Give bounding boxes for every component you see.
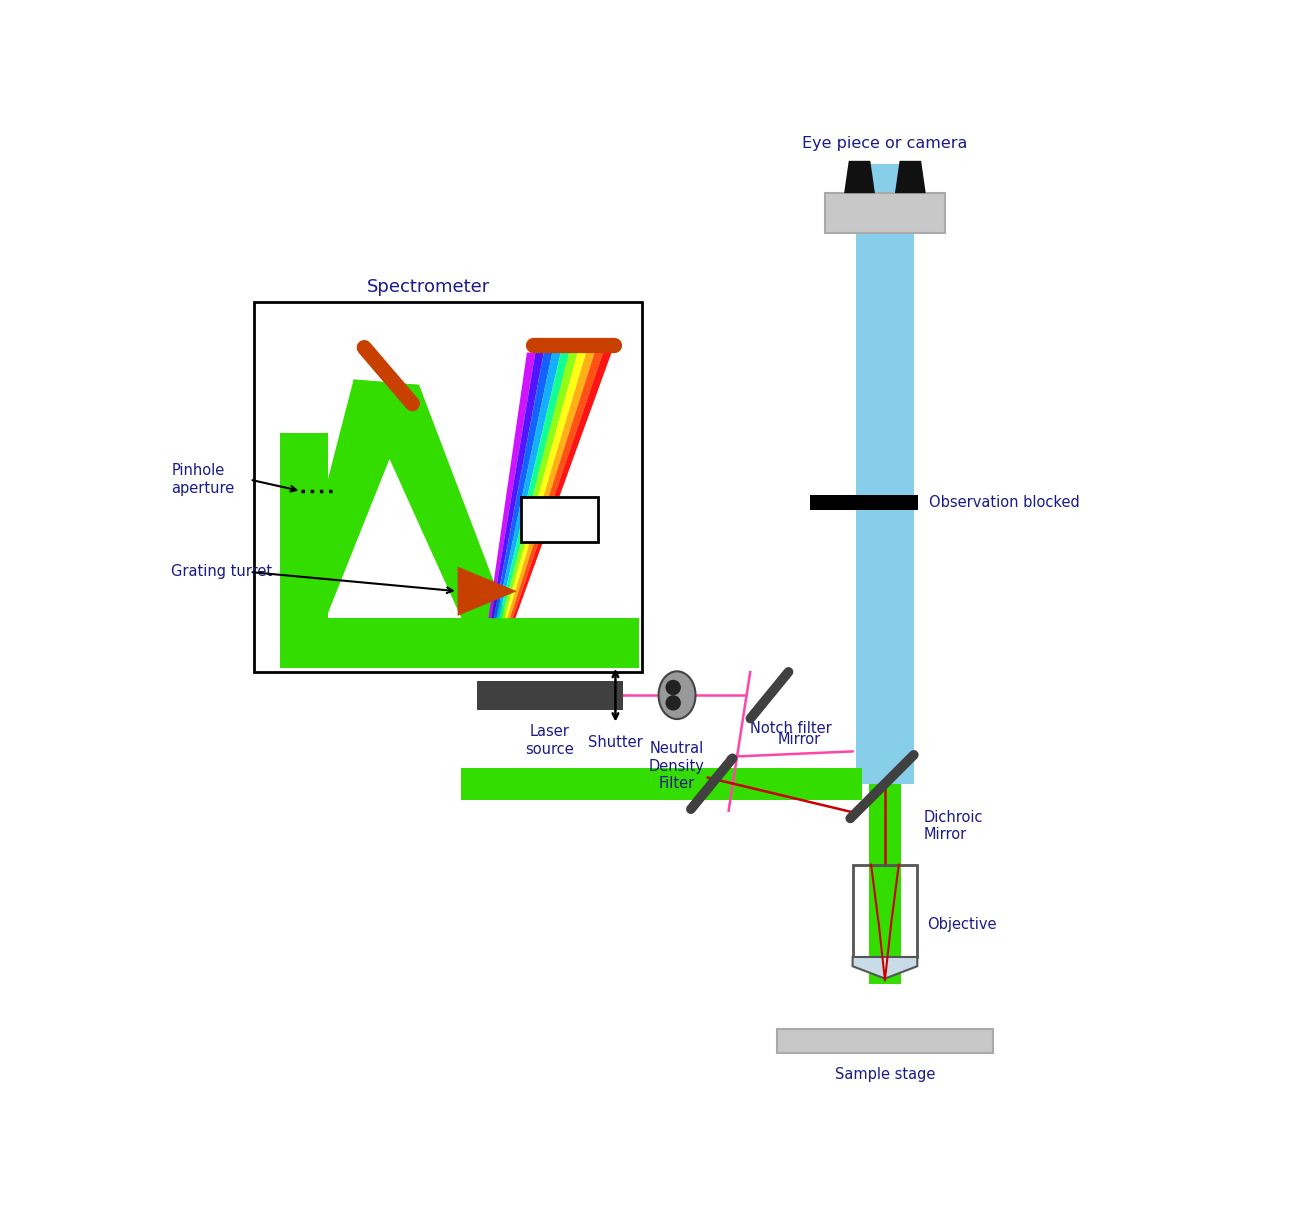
Circle shape — [665, 696, 681, 710]
Text: Objective: Objective — [928, 917, 996, 932]
Bar — [810, 495, 917, 511]
Circle shape — [665, 680, 681, 696]
Polygon shape — [844, 161, 875, 193]
Bar — [281, 433, 329, 618]
Polygon shape — [458, 566, 516, 616]
Text: Eye piece or camera: Eye piece or camera — [802, 135, 968, 151]
Polygon shape — [292, 379, 419, 618]
Text: Notch filter: Notch filter — [751, 721, 832, 736]
Bar — [868, 784, 901, 984]
Polygon shape — [497, 352, 560, 618]
Bar — [778, 1029, 992, 1054]
Polygon shape — [499, 352, 569, 618]
Polygon shape — [512, 352, 612, 618]
Text: CCD: CCD — [542, 512, 576, 527]
Polygon shape — [853, 956, 917, 979]
Polygon shape — [494, 352, 553, 618]
Bar — [462, 768, 862, 800]
Text: Grating turret: Grating turret — [171, 565, 272, 580]
Bar — [476, 681, 624, 710]
Text: Mirror: Mirror — [778, 732, 820, 747]
Text: Laser
source: Laser source — [525, 725, 575, 757]
Ellipse shape — [659, 671, 695, 719]
Text: Pinhole
aperture: Pinhole aperture — [171, 463, 234, 496]
Polygon shape — [502, 352, 577, 618]
Bar — [853, 864, 917, 956]
Bar — [871, 864, 899, 956]
Text: Sample stage: Sample stage — [835, 1067, 936, 1082]
Bar — [254, 303, 642, 672]
Text: Spectrometer: Spectrometer — [367, 278, 490, 297]
Bar — [857, 164, 914, 784]
Polygon shape — [510, 352, 603, 618]
Polygon shape — [505, 352, 586, 618]
Text: Dichroic
Mirror: Dichroic Mirror — [924, 810, 983, 842]
Text: Shutter: Shutter — [587, 735, 643, 750]
Polygon shape — [488, 352, 536, 618]
Polygon shape — [353, 379, 507, 618]
Polygon shape — [507, 352, 595, 618]
Polygon shape — [895, 161, 925, 193]
Text: Observation blocked: Observation blocked — [929, 495, 1080, 510]
Bar — [826, 193, 945, 233]
Text: Neutral
Density
Filter: Neutral Density Filter — [650, 741, 705, 792]
Bar — [281, 618, 638, 668]
Polygon shape — [492, 352, 543, 618]
FancyBboxPatch shape — [520, 497, 599, 542]
